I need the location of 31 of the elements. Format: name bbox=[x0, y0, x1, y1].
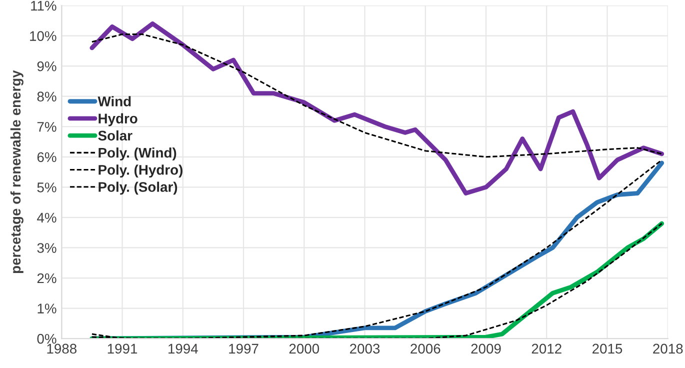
legend-label: Solar bbox=[98, 130, 132, 141]
y-tick-label: 3% bbox=[37, 243, 56, 253]
x-tick-label: 2000 bbox=[289, 344, 320, 354]
legend-label: Poly. (Wind) bbox=[98, 147, 176, 160]
x-tick-label: 2015 bbox=[592, 344, 622, 354]
x-tick-label: 1997 bbox=[229, 344, 258, 354]
legend-label: Poly. (Hydro) bbox=[98, 164, 182, 178]
x-tick-label: 2006 bbox=[410, 344, 440, 354]
y-tick-label: 5% bbox=[37, 182, 56, 192]
x-tick-label: 1988 bbox=[47, 344, 76, 354]
y-tick-label: 2% bbox=[37, 273, 56, 284]
y-axis-title: percetage of renewable energy bbox=[10, 70, 24, 274]
legend-label: Hydro bbox=[98, 113, 138, 126]
x-tick-label: 2003 bbox=[350, 344, 380, 354]
y-tick-label: 11% bbox=[31, 0, 56, 11]
y-tick-label: 1% bbox=[38, 304, 56, 314]
legend-label: Poly. (Solar) bbox=[98, 182, 178, 195]
legend-label: Wind bbox=[98, 96, 131, 106]
line-series bbox=[90, 21, 664, 196]
y-tick-label: 6% bbox=[37, 152, 56, 162]
x-tick-label: 2009 bbox=[471, 344, 501, 354]
x-tick-label: 1994 bbox=[168, 344, 198, 354]
x-tick-label: 2018 bbox=[653, 344, 683, 354]
x-tick-label: 1991 bbox=[108, 344, 138, 354]
y-tick-label: 9% bbox=[37, 61, 56, 72]
y-tick-label: 0% bbox=[37, 334, 56, 344]
y-tick-label: 7% bbox=[37, 122, 56, 132]
y-tick-label: 10% bbox=[30, 31, 56, 41]
y-tick-label: 4% bbox=[37, 212, 56, 223]
y-tick-label: 8% bbox=[37, 92, 56, 102]
x-tick-label: 2012 bbox=[532, 344, 562, 354]
